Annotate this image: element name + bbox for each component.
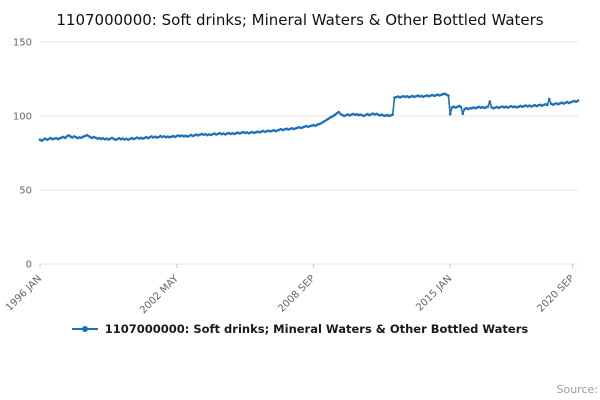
x-tick-label: 2002 MAY [138,273,181,316]
source-label: Source: [556,383,599,396]
series-point [448,113,452,116]
series-point [459,105,463,109]
series-point [63,136,67,140]
page-title: 1107000000: Soft drinks; Mineral Waters … [56,11,544,29]
series-point [486,105,490,109]
x-tick-label: 2020 SEP [535,274,576,315]
series-point [337,110,341,114]
y-tick-label: 0 [26,260,32,271]
x-tick-label: 2015 JAN [414,274,454,314]
legend-line-marker-icon [71,324,98,334]
series-point [40,139,44,143]
y-tick-label: 100 [13,112,32,123]
series-point [488,100,492,104]
line-chart: 0 50 100 150 1996 JAN 2002 MAY 2008 SEP 2015 JA… [4,38,580,316]
series-point [461,112,465,116]
legend-label: 1107000000: Soft drinks; Mineral Waters … [104,322,529,337]
series-point [333,113,337,117]
y-tick-label: 150 [13,38,32,49]
series-point [576,99,580,103]
series-point [546,103,549,107]
series-point [447,94,450,98]
y-tick-label: 50 [19,186,32,197]
legend-item[interactable]: 1107000000: Soft drinks; Mineral Waters … [0,322,600,336]
series-point [547,97,551,101]
x-tick-label: 1996 JAN [4,274,44,314]
series-line [39,93,579,142]
x-tick-label: 2008 SEP [276,274,317,315]
series-point [391,113,395,117]
